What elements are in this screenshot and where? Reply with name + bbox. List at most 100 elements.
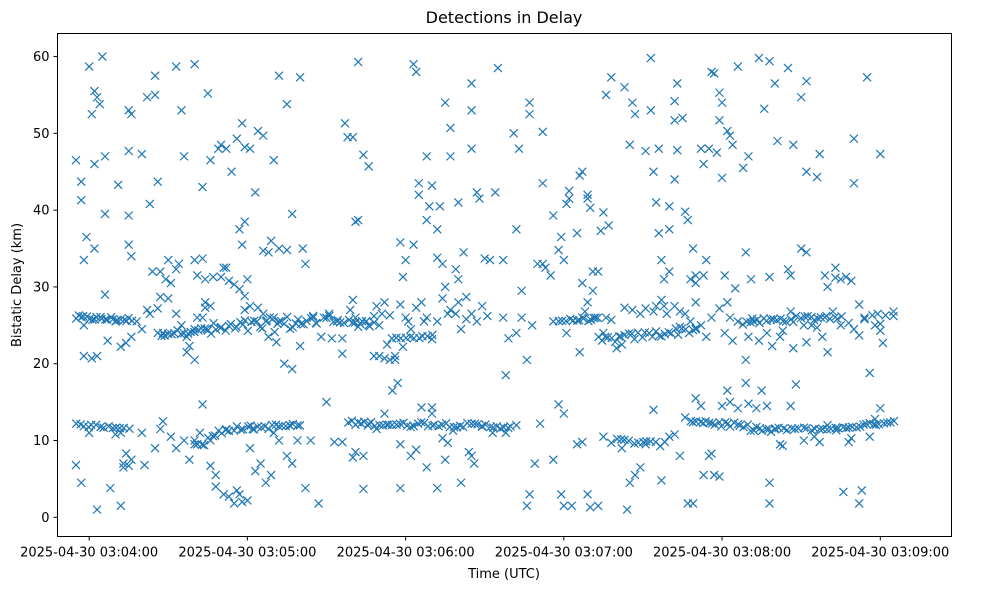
detection-point <box>261 478 271 488</box>
detection-point <box>287 459 297 468</box>
detection-point <box>664 327 674 337</box>
detection-point <box>691 324 701 334</box>
detection-point <box>101 315 110 324</box>
detection-point <box>177 320 186 330</box>
detection-point <box>815 424 824 434</box>
detection-point <box>216 140 226 150</box>
detection-point <box>788 317 798 327</box>
detection-point <box>844 437 854 447</box>
detection-point <box>119 459 128 468</box>
detection-point <box>715 303 724 313</box>
detection-point <box>725 313 735 323</box>
detection-point <box>232 485 242 495</box>
detection-point <box>598 208 608 217</box>
detection-point <box>314 499 324 508</box>
detection-point <box>76 478 86 488</box>
detection-point <box>89 244 99 253</box>
detection-point <box>778 316 788 326</box>
detection-point <box>390 355 400 365</box>
detection-point <box>685 317 695 326</box>
detection-point <box>844 423 854 432</box>
x-tick-label: 2025-04-30 03:05:00 <box>178 546 316 561</box>
detection-point <box>670 96 680 106</box>
detection-point <box>651 198 661 207</box>
detection-point <box>448 426 458 435</box>
detection-point <box>511 224 521 234</box>
detection-point <box>704 144 714 154</box>
detection-point <box>562 199 571 209</box>
detection-point <box>744 151 753 161</box>
detection-point <box>451 264 461 274</box>
detection-point <box>408 421 418 431</box>
detection-point <box>385 310 395 320</box>
detection-point <box>364 320 374 330</box>
detection-point <box>84 428 94 438</box>
detection-point <box>126 455 136 465</box>
detection-point <box>269 428 279 438</box>
detection-point <box>224 276 234 286</box>
detection-point <box>111 317 120 326</box>
detection-point <box>392 420 402 430</box>
detection-point <box>787 424 797 433</box>
detection-point <box>744 332 753 342</box>
detection-point <box>738 163 748 173</box>
detection-point <box>446 123 455 133</box>
detection-point <box>238 424 248 434</box>
detection-point <box>438 259 447 269</box>
detection-point <box>741 355 751 365</box>
detection-point <box>395 300 405 310</box>
detection-point <box>612 343 622 353</box>
detection-point <box>206 155 215 165</box>
detection-point <box>630 109 640 119</box>
detection-point <box>113 180 123 190</box>
detection-point <box>406 422 415 432</box>
detection-point <box>601 313 611 323</box>
detection-point <box>427 330 437 340</box>
x-tick-label: 2025-04-30 03:08:00 <box>653 546 791 561</box>
detection-point <box>875 326 885 336</box>
detection-point <box>364 161 374 171</box>
detection-point <box>717 401 727 411</box>
detection-point <box>384 420 394 430</box>
detection-point <box>235 224 244 234</box>
detection-point <box>670 174 680 184</box>
detection-point <box>889 307 898 316</box>
detection-point <box>522 355 532 365</box>
detection-point <box>799 423 809 433</box>
detection-point <box>790 424 800 434</box>
detection-point <box>390 351 400 361</box>
detection-point <box>624 436 634 446</box>
detection-point <box>148 267 157 276</box>
detection-point <box>504 333 513 343</box>
detection-point <box>237 497 247 507</box>
detection-point <box>79 255 89 265</box>
detection-point <box>411 445 421 455</box>
plot-area-frame <box>57 33 952 537</box>
detection-point <box>854 300 864 310</box>
detection-point <box>150 90 160 100</box>
detection-point <box>279 359 289 369</box>
detection-point <box>221 424 231 434</box>
x-tick-label: 2025-04-30 03:09:00 <box>811 546 949 561</box>
detection-point <box>335 317 345 327</box>
detection-point <box>538 259 548 269</box>
detection-point <box>800 312 810 322</box>
detection-point <box>424 201 434 211</box>
detection-point <box>651 301 661 311</box>
detection-point <box>108 423 118 433</box>
detection-point <box>398 272 408 282</box>
detection-point <box>641 303 651 313</box>
detection-point <box>105 483 115 493</box>
detection-point <box>282 312 292 322</box>
detection-point <box>488 428 498 438</box>
detection-point <box>406 324 416 334</box>
detection-point <box>823 347 832 357</box>
y-tick-label: 20 <box>33 357 50 372</box>
detection-point <box>195 428 205 438</box>
detection-point <box>293 436 302 445</box>
detection-point <box>274 244 284 253</box>
detection-point <box>432 253 442 263</box>
detection-point <box>197 440 207 450</box>
detection-point <box>464 447 474 457</box>
detection-point <box>267 420 277 430</box>
